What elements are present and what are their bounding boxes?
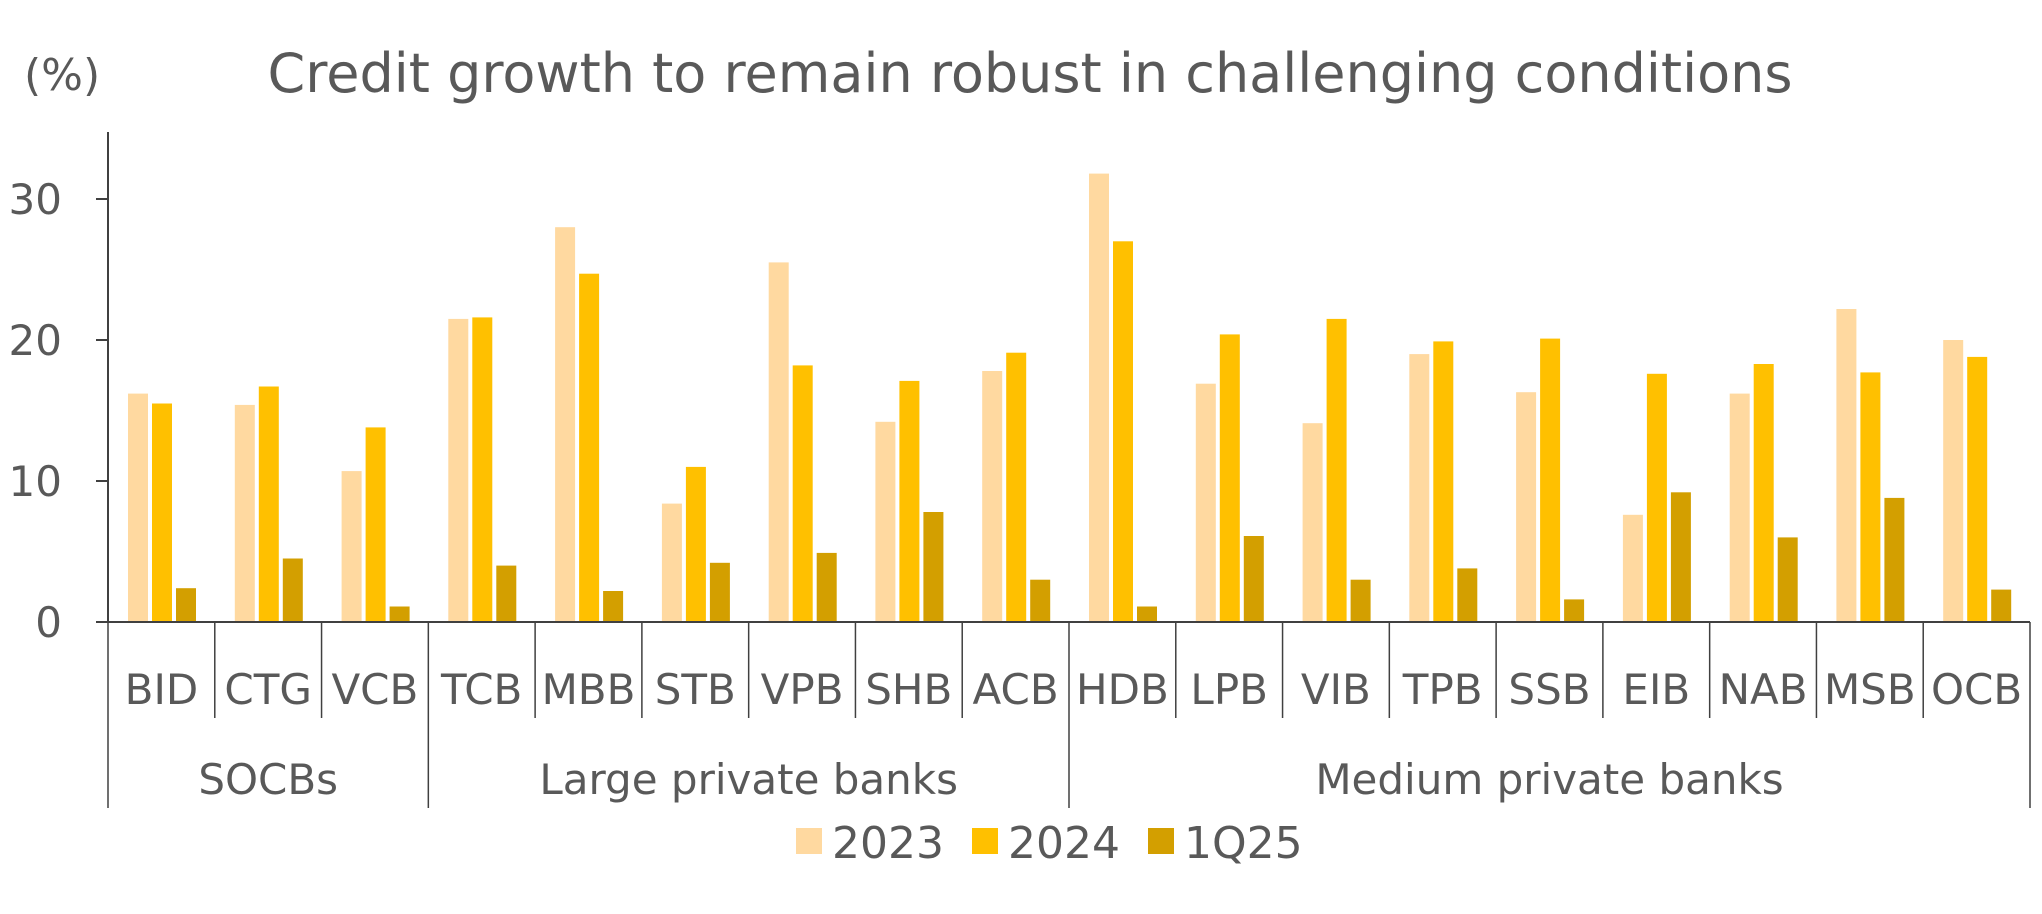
bar-1q25-vcb xyxy=(389,606,410,622)
bar-1q25-acb xyxy=(1030,579,1051,622)
bar-2023-ocb xyxy=(1943,340,1964,622)
legend-swatch xyxy=(1148,828,1174,854)
x-tick-label: ACB xyxy=(973,665,1059,714)
x-tick-label: CTG xyxy=(224,665,312,714)
group-label: SOCBs xyxy=(198,755,338,804)
y-tick-label: 0 xyxy=(35,598,62,647)
bar-2023-tpb xyxy=(1409,354,1430,622)
bar-2024-acb xyxy=(1006,352,1027,622)
bar-2024-shb xyxy=(899,380,920,622)
bar-2023-hdb xyxy=(1089,173,1109,622)
axes-layer xyxy=(107,132,2031,808)
bar-2023-shb xyxy=(875,421,896,622)
bar-2024-vib xyxy=(1326,318,1347,622)
y-tick-label: 30 xyxy=(9,175,62,224)
legend-label: 2024 xyxy=(1008,818,1120,869)
bar-1q25-lpb xyxy=(1243,536,1264,622)
x-tick-label: STB xyxy=(655,665,736,714)
x-tick-label: EIB xyxy=(1622,665,1690,714)
bar-2023-ctg xyxy=(234,404,255,622)
legend: 2023 2024 1Q25 xyxy=(796,818,1303,869)
category-labels: BID CTG VCB TCB MBB STB VPB SHB ACB HDB LPB VIB TPB S… xyxy=(125,665,2023,714)
x-tick-label: VCB xyxy=(331,665,418,714)
bar-1q25-ctg xyxy=(282,558,303,622)
legend-label: 1Q25 xyxy=(1184,818,1303,869)
bars-layer xyxy=(128,173,2012,623)
y-tick-label: 10 xyxy=(9,457,62,506)
bar-1q25-vpb xyxy=(816,552,837,622)
bar-2024-hdb xyxy=(1113,241,1133,623)
chart-title: Credit growth to remain robust in challe… xyxy=(268,42,1793,105)
bar-2024-bid xyxy=(152,403,172,622)
bar-2023-nab xyxy=(1729,393,1750,622)
x-tick-label: VIB xyxy=(1301,665,1371,714)
group-label: Medium private banks xyxy=(1315,755,1783,804)
x-tick-label: NAB xyxy=(1719,665,1808,714)
y-tick-label: 20 xyxy=(9,316,62,365)
x-tick-label: LPB xyxy=(1190,665,1268,714)
x-tick-label: OCB xyxy=(1931,665,2022,714)
x-tick-label: TCB xyxy=(440,665,522,714)
bar-2024-nab xyxy=(1753,364,1774,622)
y-axis-unit-label: (%) xyxy=(24,50,100,101)
x-tick-label: HDB xyxy=(1076,665,1169,714)
bar-2024-mbb xyxy=(579,273,600,622)
bar-1q25-shb xyxy=(923,512,944,622)
y-axis-ticks: 0 10 20 30 xyxy=(9,175,108,647)
bar-1q25-ocb xyxy=(1991,589,2012,622)
legend-swatch xyxy=(972,828,998,854)
x-tick-label: TPB xyxy=(1402,665,1483,714)
bar-2023-eib xyxy=(1622,514,1643,622)
legend-swatch xyxy=(796,828,822,854)
bar-2024-tpb xyxy=(1433,341,1454,622)
bar-2024-vcb xyxy=(365,427,386,622)
bar-1q25-stb xyxy=(709,562,730,622)
bar-2023-mbb xyxy=(555,227,576,622)
bar-1q25-nab xyxy=(1777,537,1798,622)
bar-2023-lpb xyxy=(1195,383,1216,622)
x-tick-label: BID xyxy=(125,665,199,714)
bar-1q25-ssb xyxy=(1564,599,1585,622)
bar-2023-acb xyxy=(982,371,1003,622)
bar-2023-vib xyxy=(1302,423,1323,622)
x-tick-label: SSB xyxy=(1508,665,1590,714)
bar-1q25-tpb xyxy=(1457,568,1478,622)
bar-1q25-vib xyxy=(1350,579,1371,622)
bar-1q25-msb xyxy=(1884,497,1905,622)
bar-1q25-hdb xyxy=(1137,606,1157,622)
bar-2024-ocb xyxy=(1967,356,1988,622)
group-label: Large private banks xyxy=(539,755,958,804)
bar-2023-bid xyxy=(128,393,148,622)
bar-2024-ssb xyxy=(1540,338,1561,622)
bar-2024-msb xyxy=(1860,372,1881,622)
bar-2023-vpb xyxy=(768,262,789,622)
bar-2024-stb xyxy=(685,466,706,622)
bar-1q25-mbb xyxy=(603,591,624,622)
bar-2024-vpb xyxy=(792,365,813,622)
bar-2024-eib xyxy=(1646,373,1667,622)
legend-label: 2023 xyxy=(832,818,944,869)
bar-1q25-eib xyxy=(1670,492,1691,622)
x-tick-label: SHB xyxy=(865,665,952,714)
bar-2024-ctg xyxy=(258,386,279,622)
bar-2023-vcb xyxy=(341,471,362,622)
bar-1q25-tcb xyxy=(496,565,517,622)
bar-2024-tcb xyxy=(472,317,493,622)
x-tick-label: MBB xyxy=(542,665,636,714)
bar-2023-msb xyxy=(1836,309,1857,622)
bar-2023-tcb xyxy=(448,318,469,622)
bar-2023-ssb xyxy=(1516,392,1537,622)
bar-2024-lpb xyxy=(1219,334,1240,622)
group-labels: SOCBs Large private banks Medium private b… xyxy=(198,755,1783,804)
x-tick-label: MSB xyxy=(1824,665,1916,714)
bar-1q25-bid xyxy=(176,588,196,622)
bar-2023-stb xyxy=(661,503,682,622)
x-tick-label: VPB xyxy=(761,665,844,714)
